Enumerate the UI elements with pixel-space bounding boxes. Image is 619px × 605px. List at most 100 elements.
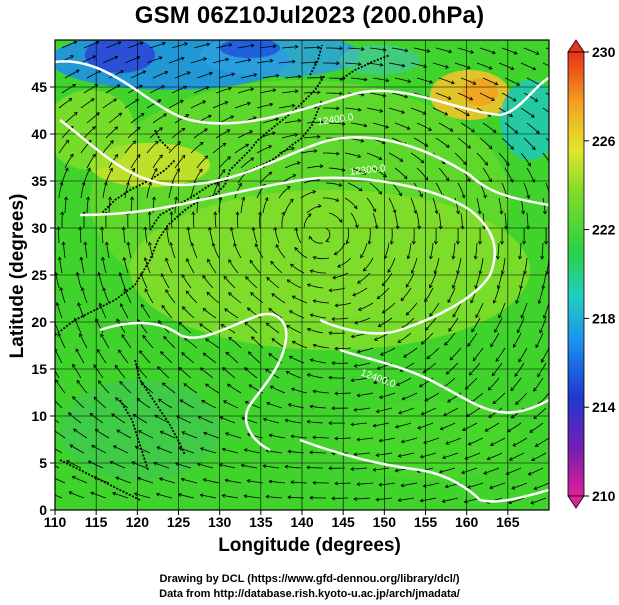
wind-streamline	[248, 351, 261, 364]
wind-streamline	[435, 92, 451, 100]
wind-streamline	[506, 467, 522, 475]
wind-streamline	[466, 407, 481, 417]
wind-streamline	[391, 182, 402, 197]
wind-arrowhead	[401, 110, 406, 114]
wind-arrowhead	[316, 134, 321, 139]
wind-arrowhead	[470, 299, 474, 304]
wind-arrowhead	[508, 457, 513, 461]
wind-streamline	[443, 407, 459, 416]
wind-arrowhead	[317, 90, 321, 95]
wind-streamline	[241, 417, 258, 424]
wind-arrowhead	[176, 415, 180, 419]
wind-streamline	[312, 436, 330, 439]
wind-streamline	[407, 242, 412, 259]
wind-arrowhead	[207, 226, 212, 231]
coastlines	[55, 44, 391, 501]
wind-arrowhead	[336, 61, 340, 66]
wind-arrowhead	[477, 210, 482, 215]
wind-streamline	[139, 350, 151, 364]
wind-streamline	[294, 247, 308, 259]
wind-streamline	[79, 333, 88, 349]
wind-streamline	[378, 317, 393, 327]
wind-arrowhead	[306, 465, 311, 470]
wind-arrowhead	[228, 337, 233, 341]
wind-streamline	[438, 122, 454, 132]
wind-streamline	[406, 302, 418, 316]
wind-streamline	[276, 244, 286, 259]
wind-streamline	[134, 493, 151, 499]
wind-streamline	[237, 44, 254, 49]
wind-arrowhead	[472, 357, 477, 362]
wind-arrowhead	[70, 55, 75, 59]
wind-streamline	[152, 154, 163, 169]
wind-arrowhead	[272, 88, 277, 93]
wind-arrowhead	[201, 400, 206, 404]
wind-streamline	[541, 347, 549, 363]
wind-streamline	[374, 332, 390, 341]
wind-streamline	[523, 47, 539, 55]
wind-streamline	[168, 100, 184, 109]
wind-arrowhead	[69, 153, 74, 158]
wind-arrowhead	[119, 303, 124, 307]
wind-arrowhead	[478, 240, 483, 245]
wind-arrowhead	[81, 181, 86, 186]
wind-streamline	[215, 87, 232, 94]
wind-streamline	[538, 287, 544, 304]
wind-arrowhead	[138, 84, 143, 89]
wind-streamline	[72, 364, 82, 379]
wind-arrowhead	[65, 139, 70, 144]
wind-streamline	[366, 152, 382, 160]
wind-streamline	[284, 76, 301, 79]
wind-arrowhead	[419, 454, 424, 459]
y-tick-label: 5	[39, 455, 47, 471]
wind-arrowhead	[373, 337, 378, 341]
wind-arrowhead	[316, 45, 321, 50]
wind-streamline	[413, 137, 428, 147]
wind-arrowhead	[375, 409, 380, 414]
wind-streamline	[225, 432, 242, 439]
wind-arrowhead	[496, 285, 501, 290]
wind-streamline	[541, 242, 544, 260]
wind-streamline	[344, 152, 361, 158]
wind-streamline	[307, 374, 324, 379]
wind-arrowhead	[424, 176, 429, 181]
wind-streamline	[271, 338, 286, 349]
wind-streamline	[337, 257, 352, 268]
wind-arrowhead	[99, 226, 104, 231]
wind-streamline	[328, 377, 346, 379]
wind-streamline	[266, 450, 283, 454]
wind-streamline	[344, 197, 358, 209]
wind-arrowhead	[335, 151, 340, 156]
wind-arrowhead	[413, 210, 418, 214]
wind-streamline	[64, 112, 78, 124]
wind-arrowhead	[55, 348, 58, 351]
wind-streamline	[303, 91, 321, 94]
wind-streamline	[400, 287, 412, 301]
wind-streamline	[513, 332, 522, 348]
wind-arrowhead	[423, 440, 428, 445]
wind-arrowhead	[405, 311, 410, 316]
wind-arrowhead	[456, 240, 461, 245]
wind-arrowhead	[100, 333, 104, 338]
wind-streamline	[369, 182, 382, 195]
wind-arrowhead	[426, 48, 431, 53]
wind-arrowhead	[378, 156, 383, 160]
wind-arrowhead	[159, 154, 163, 159]
wind-arrowhead	[510, 146, 514, 150]
wind-streamline	[465, 377, 478, 390]
wind-streamline	[55, 477, 66, 484]
y-tick-label: 10	[31, 408, 47, 424]
wind-streamline	[352, 287, 368, 296]
wind-arrowhead	[87, 139, 92, 144]
wind-streamline	[171, 43, 188, 49]
wind-arrowhead	[533, 415, 538, 419]
wind-arrowhead	[448, 327, 452, 332]
wind-streamline	[346, 227, 350, 244]
wind-streamline	[410, 152, 424, 164]
height-contours	[55, 60, 549, 503]
wind-arrowhead	[404, 48, 409, 53]
wind-streamline	[403, 347, 418, 358]
wind-streamline	[212, 142, 226, 154]
x-tick-label: 110	[44, 514, 67, 530]
wind-streamline	[105, 168, 113, 184]
